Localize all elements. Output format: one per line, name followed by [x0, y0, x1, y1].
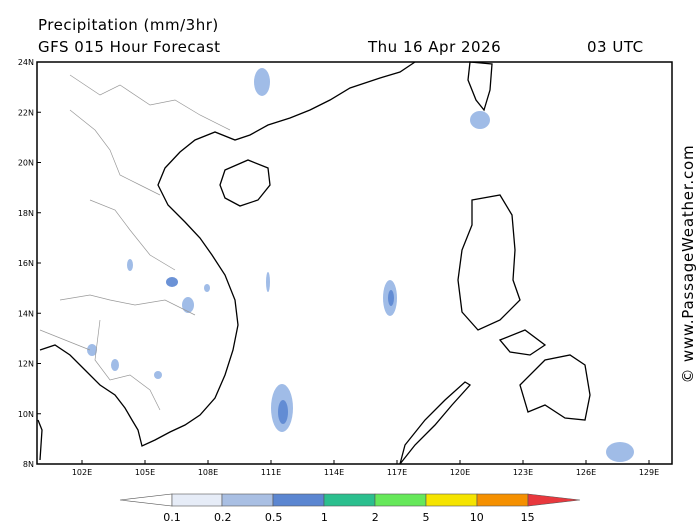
lat-label: 20N — [18, 159, 34, 168]
lat-axis: 24N 22N 20N 18N 16N 14N 12N 10N 8N — [18, 58, 41, 469]
lon-label: 117E — [387, 468, 407, 477]
lat-label: 14N — [18, 309, 34, 318]
lon-label: 120E — [450, 468, 470, 477]
lon-label: 108E — [198, 468, 218, 477]
colorbar-label: 0.1 — [163, 511, 181, 524]
lon-label: 126E — [576, 468, 596, 477]
colorbar-label: 5 — [423, 511, 430, 524]
lon-label: 114E — [324, 468, 344, 477]
lat-label: 12N — [18, 360, 34, 369]
colorbar-label: 15 — [521, 511, 535, 524]
lon-label: 111E — [261, 468, 281, 477]
lat-label: 8N — [23, 460, 34, 469]
colorbar-label: 10 — [470, 511, 484, 524]
lat-label: 10N — [18, 410, 34, 419]
lon-label: 123E — [513, 468, 533, 477]
rain — [87, 68, 634, 462]
lon-label: 102E — [72, 468, 92, 477]
colorbar-label: 1 — [321, 511, 328, 524]
date: Thu 16 Apr 2026 — [367, 38, 501, 56]
lat-label: 24N — [18, 58, 34, 67]
colorbar — [119, 493, 581, 507]
lat-label: 18N — [18, 209, 34, 218]
lat-label: 22N — [18, 108, 34, 117]
subtitle: GFS 015 Hour Forecast — [38, 38, 221, 56]
colorbar-label: 2 — [372, 511, 379, 524]
colorbar-label: 0.2 — [214, 511, 232, 524]
lon-label: 129E — [639, 468, 659, 477]
colorbar-labels: 0.1 0.2 0.5 1 2 5 10 15 — [163, 511, 534, 524]
lon-label: 105E — [135, 468, 155, 477]
title: Precipitation (mm/3hr) — [38, 16, 219, 34]
time: 03 UTC — [587, 38, 644, 56]
lon-axis: 102E 105E 108E 111E 114E 117E 120E 123E 126E 129E — [72, 460, 659, 477]
map — [36, 61, 673, 465]
watermark: © www.PassageWeather.com — [679, 145, 697, 384]
colorbar-label: 0.5 — [265, 511, 283, 524]
lat-label: 16N — [18, 259, 34, 268]
